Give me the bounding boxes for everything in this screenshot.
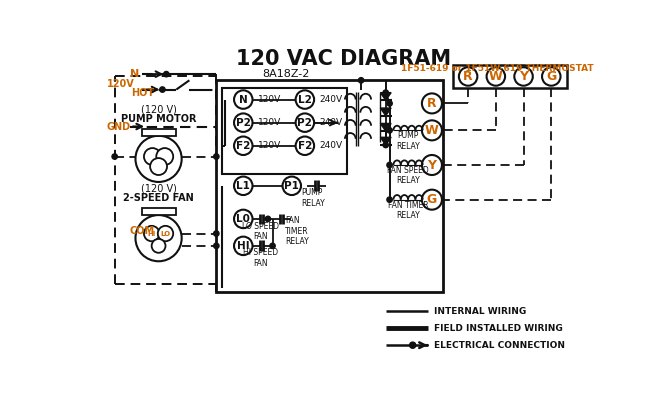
Circle shape [144, 148, 161, 165]
Text: P2: P2 [236, 118, 251, 128]
Text: Y: Y [427, 158, 436, 171]
Circle shape [158, 226, 174, 241]
Circle shape [387, 128, 392, 133]
Text: 2-SPEED FAN: 2-SPEED FAN [123, 193, 194, 203]
Text: COM: COM [129, 226, 155, 236]
Text: INTERNAL WIRING: INTERNAL WIRING [434, 307, 527, 316]
Circle shape [383, 142, 389, 147]
Text: F2: F2 [236, 141, 251, 151]
Circle shape [422, 120, 442, 140]
Text: F2: F2 [297, 141, 312, 151]
Text: 1F51-619 or 1F51W-619 THERMOSTAT: 1F51-619 or 1F51W-619 THERMOSTAT [401, 64, 594, 73]
Text: L0: L0 [237, 214, 250, 224]
Text: 120 VAC DIAGRAM: 120 VAC DIAGRAM [236, 49, 451, 69]
Text: N: N [130, 69, 139, 79]
Bar [222, 88, 347, 174]
Circle shape [234, 91, 253, 109]
Text: R: R [463, 70, 473, 83]
Text: 8A18Z-2: 8A18Z-2 [263, 69, 310, 79]
Text: Y: Y [519, 70, 528, 83]
Text: G: G [427, 193, 437, 206]
Text: 120V: 120V [107, 79, 135, 89]
Text: PUMP
RELAY: PUMP RELAY [301, 189, 325, 208]
Text: FAN SPEED
RELAY: FAN SPEED RELAY [387, 166, 429, 186]
Circle shape [295, 91, 314, 109]
Text: (120 V): (120 V) [141, 105, 176, 114]
Polygon shape [381, 124, 391, 131]
Circle shape [387, 101, 392, 106]
Circle shape [214, 154, 219, 159]
Text: P1: P1 [284, 181, 299, 191]
Text: LO SPEED
FAN: LO SPEED FAN [242, 222, 279, 241]
Text: (120 V): (120 V) [141, 184, 176, 194]
Bar [216, 80, 444, 292]
Text: HOT: HOT [131, 88, 155, 98]
Circle shape [163, 72, 169, 77]
Text: HI: HI [147, 230, 155, 237]
Text: L2: L2 [298, 95, 312, 105]
Text: GND: GND [107, 122, 131, 132]
Circle shape [135, 136, 182, 182]
Text: 120V: 120V [258, 118, 281, 127]
Text: 120V: 120V [258, 95, 281, 104]
Text: FAN TIMER
RELAY: FAN TIMER RELAY [388, 201, 428, 220]
Circle shape [295, 137, 314, 155]
Circle shape [159, 87, 165, 92]
Text: HI: HI [237, 241, 250, 251]
Circle shape [387, 197, 392, 202]
Circle shape [234, 210, 253, 228]
Text: 240V: 240V [320, 141, 342, 150]
Polygon shape [381, 93, 391, 100]
Text: L1: L1 [237, 181, 250, 191]
Circle shape [144, 226, 159, 241]
Polygon shape [381, 137, 391, 145]
Circle shape [214, 231, 219, 236]
Circle shape [283, 176, 301, 195]
Bar [141, 129, 176, 136]
Text: R: R [427, 97, 437, 110]
Text: 120V: 120V [258, 141, 281, 150]
Text: FAN
TIMER
RELAY: FAN TIMER RELAY [285, 216, 309, 246]
Circle shape [422, 155, 442, 175]
Circle shape [383, 90, 389, 96]
Text: PUMP MOTOR: PUMP MOTOR [121, 114, 196, 124]
Circle shape [135, 215, 182, 261]
Circle shape [542, 67, 561, 86]
Bar [141, 208, 176, 215]
Circle shape [459, 67, 477, 86]
Text: N: N [239, 95, 248, 105]
Circle shape [270, 243, 275, 248]
Text: W: W [489, 70, 502, 83]
Circle shape [265, 216, 271, 222]
Bar [454, 65, 567, 88]
Circle shape [234, 176, 253, 195]
Text: P2: P2 [297, 118, 312, 128]
Text: 240V: 240V [320, 118, 342, 127]
Circle shape [409, 342, 416, 348]
Circle shape [422, 190, 442, 210]
Circle shape [156, 148, 174, 165]
Text: FIELD INSTALLED WIRING: FIELD INSTALLED WIRING [434, 324, 563, 333]
Circle shape [422, 93, 442, 114]
Circle shape [151, 239, 165, 253]
Circle shape [150, 158, 167, 175]
Polygon shape [381, 108, 391, 116]
Text: ELECTRICAL CONNECTION: ELECTRICAL CONNECTION [434, 341, 565, 350]
Circle shape [486, 67, 505, 86]
Text: 240V: 240V [320, 95, 342, 104]
Text: LO: LO [160, 230, 171, 237]
Circle shape [358, 78, 364, 83]
Circle shape [234, 114, 253, 132]
Text: G: G [546, 70, 556, 83]
Text: HI SPEED
FAN: HI SPEED FAN [243, 248, 278, 268]
Text: PUMP
RELAY: PUMP RELAY [396, 132, 420, 151]
Circle shape [234, 237, 253, 255]
Text: W: W [425, 124, 439, 137]
Circle shape [295, 114, 314, 132]
Circle shape [387, 162, 392, 168]
Circle shape [214, 243, 219, 248]
Circle shape [515, 67, 533, 86]
Circle shape [234, 137, 253, 155]
Circle shape [112, 154, 117, 159]
